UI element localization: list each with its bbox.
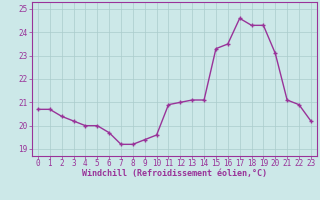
X-axis label: Windchill (Refroidissement éolien,°C): Windchill (Refroidissement éolien,°C) — [82, 169, 267, 178]
